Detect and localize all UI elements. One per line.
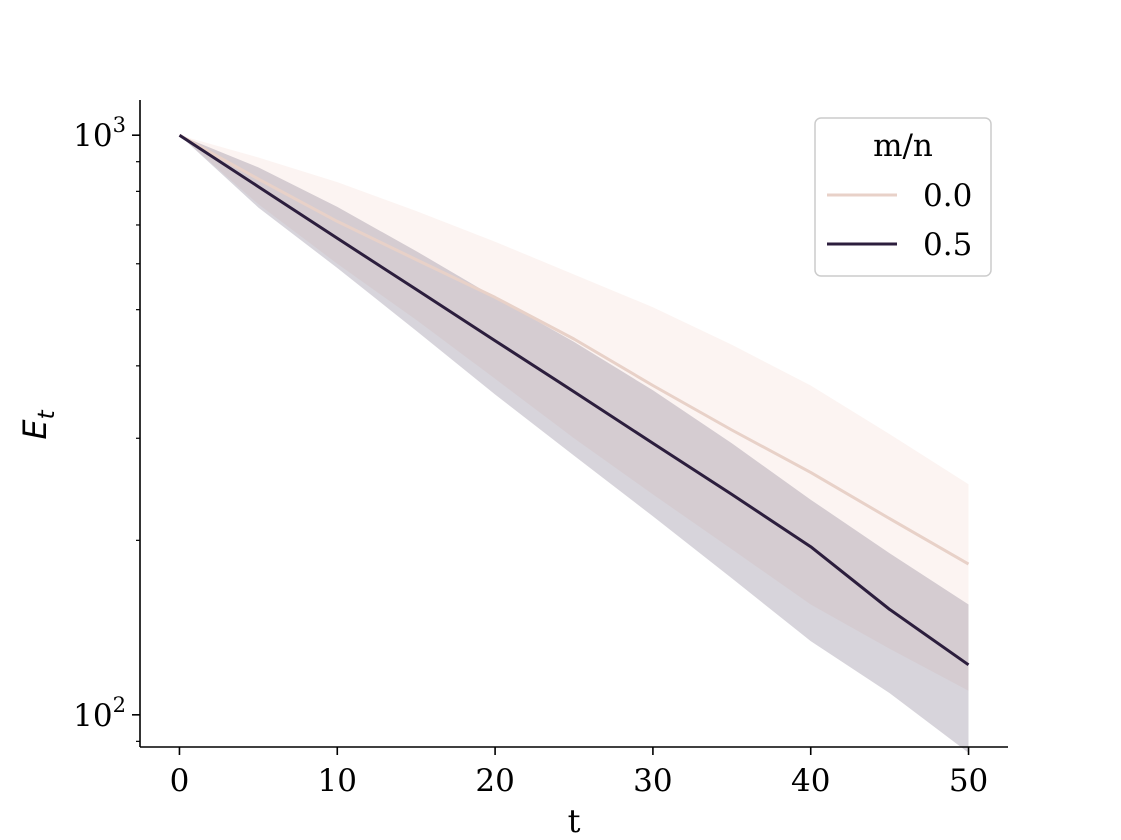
band-series-0 [179,135,969,691]
y-tick-exponent-0: 3 [113,113,126,137]
confidence-bands [179,135,969,753]
y-tick-label-0: 103 [73,113,126,154]
line-series-0 [178,133,970,566]
line-series-1 [178,133,970,667]
x-axis-label: t [568,802,581,840]
y-axis-label-subscript: t [34,409,60,419]
legend-label-0: 0.0 [923,178,972,214]
x-tick-label-2: 20 [475,763,514,799]
x-tick-label-5: 50 [949,763,988,799]
legend-frame [814,117,992,277]
series-lines [178,133,970,667]
y-tick-base-1: 10 [73,698,112,734]
x-ticks: 0 10 20 30 40 50 [170,747,988,799]
x-tick-label-1: 10 [318,763,357,799]
legend-label-1: 0.5 [923,227,972,263]
legend: m/n 0.0 0.5 [814,117,992,277]
y-minor-ticks [136,161,140,742]
y-tick-exponent-1: 2 [113,693,126,717]
y-axis-label-main: E [16,419,54,440]
axes [139,100,1008,748]
x-tick-label-0: 0 [170,763,190,799]
y-tick-label-1: 102 [73,693,126,734]
y-axis-label: Et [16,409,60,439]
band-series-1 [179,135,969,753]
y-tick-base-0: 10 [73,118,112,154]
x-tick-label-3: 30 [633,763,672,799]
legend-title: m/n [873,128,933,164]
x-tick-label-4: 40 [791,763,830,799]
